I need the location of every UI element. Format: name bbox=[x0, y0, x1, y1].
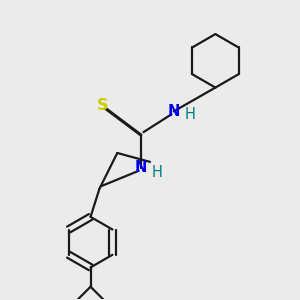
Text: S: S bbox=[97, 98, 108, 113]
Text: H: H bbox=[185, 107, 196, 122]
Text: N: N bbox=[135, 160, 147, 175]
Text: H: H bbox=[152, 165, 163, 180]
Text: N: N bbox=[168, 104, 180, 119]
